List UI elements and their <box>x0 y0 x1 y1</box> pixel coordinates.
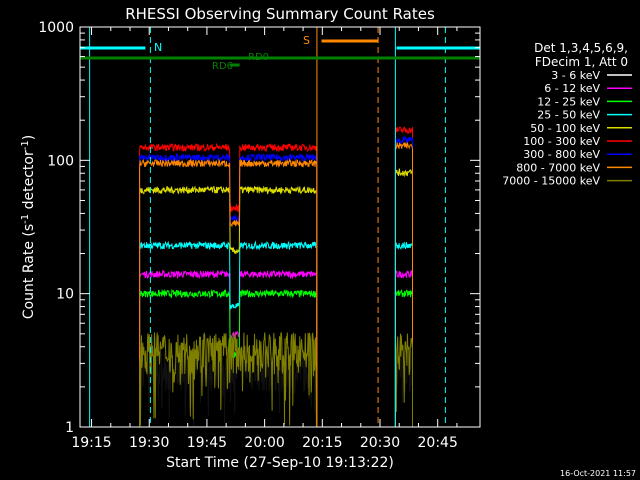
y-tick-label: 10 <box>56 287 74 303</box>
legend-label: 50 - 100 keV <box>530 122 600 135</box>
series-trace <box>394 289 413 427</box>
y-label-part: ) <box>21 135 37 140</box>
legend-label: 6 - 12 keV <box>544 82 600 95</box>
series-trace <box>139 142 318 427</box>
x-tick-label: 20:15 <box>302 435 342 451</box>
legend-label: 7000 - 15000 keV <box>502 175 600 188</box>
x-tick-label: 20:45 <box>418 435 458 451</box>
flag-label-n: N <box>154 41 162 54</box>
legend-label: 100 - 300 keV <box>523 135 600 148</box>
legend-header-line: FDecim 1, Att 0 <box>535 55 628 69</box>
y-tick-label: 1 <box>65 420 74 436</box>
legend-label: 12 - 25 keV <box>537 95 600 108</box>
series-trace <box>394 141 413 427</box>
series-25-50-kev <box>139 240 413 427</box>
legend: Det 1,3,4,5,6,9, FDecim 1, Att 0 3 - 6 k… <box>502 41 632 188</box>
x-axis-label: Start Time (27-Sep-10 19:13:22) <box>166 455 394 471</box>
flag-label-rd6: RD6 <box>212 61 233 72</box>
series-trace <box>139 240 318 427</box>
chart-title: RHESSI Observing Summary Count Rates <box>125 5 435 23</box>
series-trace <box>139 269 318 427</box>
x-tick-label: 19:15 <box>71 435 111 451</box>
series-trace <box>139 288 318 427</box>
series-trace <box>394 135 413 427</box>
legend-label: 800 - 7000 keV <box>516 161 600 174</box>
legend-label: 300 - 800 keV <box>523 148 600 161</box>
y-label-part: detector <box>21 150 37 214</box>
series-trace <box>394 126 413 427</box>
legend-label: 25 - 50 keV <box>537 109 600 122</box>
series-trace <box>394 168 413 427</box>
series-300-800-kev <box>139 135 413 427</box>
plot-area: N S RD0 RD6 19:15 19:30 19:45 20:00 20:15 20:30 2… <box>38 20 481 451</box>
series-800-7000-kev <box>139 141 413 427</box>
series-12-25-kev <box>139 288 413 427</box>
series-7000-15000-kev <box>139 331 413 427</box>
x-tick-label: 20:30 <box>360 435 400 451</box>
plot-frame <box>79 26 481 428</box>
series-100-300-kev <box>139 126 413 427</box>
series-layer <box>139 126 413 427</box>
series-trace <box>394 270 413 427</box>
legend-label: 3 - 6 keV <box>551 69 600 82</box>
flag-label-rd0: RD0 <box>248 52 269 63</box>
flag-layer: N S RD0 RD6 <box>80 27 480 427</box>
legend-header-line: Det 1,3,4,5,6,9, <box>534 41 628 55</box>
series-6-12-kev <box>139 269 413 427</box>
series-50-100-kev <box>139 168 413 427</box>
series-trace <box>139 157 318 427</box>
y-label-superscript: -1 <box>20 140 31 150</box>
series-trace <box>394 333 413 427</box>
y-axis: 1 10 100 1000 <box>38 20 480 436</box>
footer-timestamp: 16-Oct-2021 11:57 <box>560 469 636 478</box>
x-tick-label: 20:00 <box>244 435 284 451</box>
y-tick-label: 1000 <box>38 20 74 36</box>
x-tick-label: 19:45 <box>187 435 227 451</box>
x-axis: 19:15 19:30 19:45 20:00 20:15 20:30 20:45 <box>71 27 458 451</box>
flag-label-s: S <box>303 34 310 47</box>
series-trace <box>139 331 318 427</box>
y-label-superscript: -1 <box>20 214 31 224</box>
y-tick-label: 100 <box>47 153 74 169</box>
series-trace <box>139 185 318 427</box>
y-label-part: Count Rate (s <box>21 224 37 319</box>
series-trace <box>394 241 413 427</box>
series-trace <box>139 152 318 427</box>
x-tick-label: 19:30 <box>129 435 169 451</box>
y-axis-label: Count Rate (s-1 detector-1) <box>20 135 37 319</box>
